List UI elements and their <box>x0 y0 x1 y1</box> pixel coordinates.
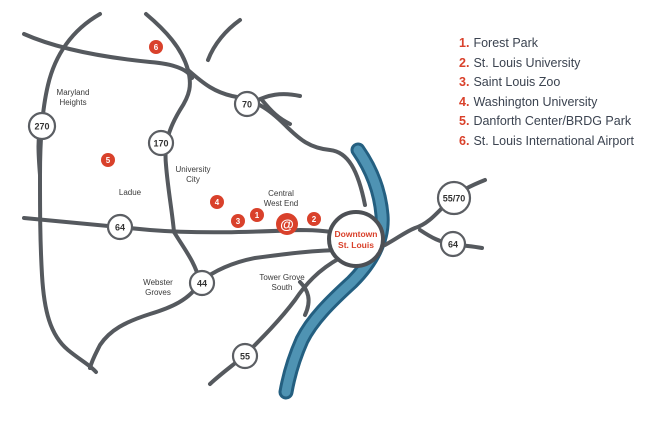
legend-label: Forest Park <box>473 36 539 50</box>
legend-label: Saint Louis Zoo <box>473 75 561 89</box>
university-city-line2: City <box>186 175 200 184</box>
center-at-symbol: @ <box>280 216 294 232</box>
legend-item-saint-louis-zoo[interactable]: 3. Saint Louis Zoo <box>459 73 634 93</box>
marker-1-forest-park[interactable]: 1 <box>250 208 264 222</box>
maryland-heights-line2: Heights <box>59 98 86 107</box>
interstate-44-label: 44 <box>197 279 207 289</box>
interstate-55-label: 55 <box>240 352 250 362</box>
road-network <box>22 12 487 386</box>
interstate-170-label: 170 <box>153 139 168 149</box>
location-markers: 1 2 3 4 5 6 <box>101 40 321 228</box>
legend-label: Washington University <box>473 94 598 109</box>
webster-groves-line2: Groves <box>145 288 171 297</box>
central-west-end-line2: West End <box>264 199 299 208</box>
downtown-st-louis: Downtown St. Louis <box>327 210 385 268</box>
interstate-270-label: 270 <box>34 122 49 132</box>
marker-2-label: 2 <box>312 215 317 224</box>
interstate-270-shield: 270 <box>27 111 57 141</box>
marker-3-saint-louis-zoo[interactable]: 3 <box>231 214 245 228</box>
tower-grove-south-line2: South <box>272 283 293 292</box>
map-legend: 1. Forest Park 2. St. Louis University 3. S… <box>459 34 634 151</box>
legend-label: St. Louis University <box>473 55 581 70</box>
legend-item-danforth-center[interactable]: 5. Danforth Center/BRDG Park <box>459 112 634 132</box>
downtown-label-line1: Downtown <box>335 229 378 239</box>
interstate-64-east-shield: 64 <box>439 230 467 258</box>
marker-5-danforth-center[interactable]: 5 <box>101 153 115 167</box>
legend-item-washington-university[interactable]: 4. Washington University <box>459 93 634 113</box>
legend-item-saint-louis-university[interactable]: 2. St. Louis University <box>459 54 634 74</box>
legend-number: 1. <box>459 36 470 50</box>
maryland-heights-line1: Maryland <box>57 88 90 97</box>
interstate-70-shield: 70 <box>233 90 261 118</box>
interstate-64-east-label: 64 <box>448 240 458 250</box>
area-labels: Maryland Heights University City Ladue C… <box>57 88 306 297</box>
interstate-70-label: 70 <box>242 100 252 110</box>
marker-5-label: 5 <box>106 156 111 165</box>
interstate-55-70-shield: 55/70 <box>436 180 472 216</box>
mississippi-river <box>278 142 390 400</box>
marker-4-label: 4 <box>215 198 220 207</box>
tower-grove-south-line1: Tower Grove <box>259 273 305 282</box>
legend-item-airport[interactable]: 6. St. Louis International Airport <box>459 132 634 152</box>
marker-1-label: 1 <box>255 211 260 220</box>
interstate-55-shield: 55 <box>231 342 259 370</box>
legend-label: Danforth Center/BRDG Park <box>473 114 632 128</box>
interstate-55-70-label: 55/70 <box>443 194 466 204</box>
interstate-64-shield: 64 <box>106 213 134 241</box>
legend-item-forest-park[interactable]: 1. Forest Park <box>459 34 634 54</box>
legend-number: 5. <box>459 114 470 128</box>
legend-label: St. Louis International Airport <box>473 133 634 148</box>
legend-number: 3. <box>459 75 470 89</box>
marker-3-label: 3 <box>236 217 241 226</box>
university-city-line1: University <box>175 165 210 174</box>
interstate-44-shield: 44 <box>188 269 216 297</box>
downtown-label-line2: St. Louis <box>338 240 374 250</box>
marker-6-label: 6 <box>154 43 159 52</box>
marker-2-saint-louis-university[interactable]: 2 <box>307 212 321 226</box>
ladue-label: Ladue <box>119 188 142 197</box>
central-west-end-line1: Central <box>268 189 294 198</box>
legend-number: 6. <box>459 133 470 148</box>
interstate-170-shield: 170 <box>147 129 175 157</box>
marker-4-washington-university[interactable]: 4 <box>210 195 224 209</box>
interstate-64-label: 64 <box>115 223 125 233</box>
highway-shields: 270 170 70 64 44 55 55/70 64 <box>27 90 472 370</box>
legend-number: 4. <box>459 94 470 109</box>
marker-6-airport[interactable]: 6 <box>149 40 163 54</box>
webster-groves-line1: Webster <box>143 278 173 287</box>
center-at-icon: @ <box>276 213 298 235</box>
legend-number: 2. <box>459 55 470 70</box>
